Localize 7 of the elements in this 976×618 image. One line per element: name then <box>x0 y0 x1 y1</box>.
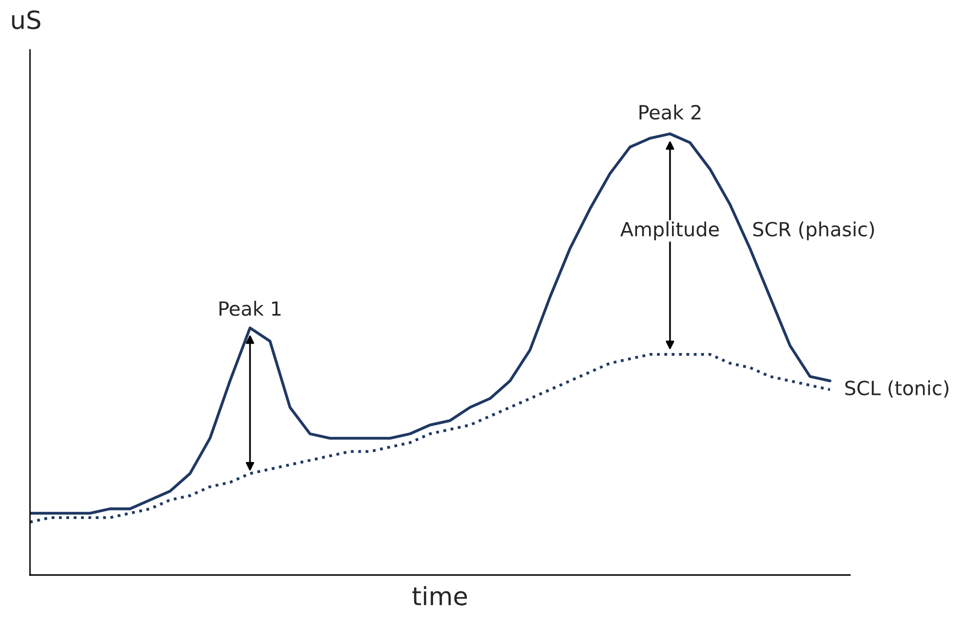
annotation: Amplitude <box>620 221 719 240</box>
series-label: SCL (tonic) <box>845 380 948 398</box>
annotation: Peak 1 <box>220 300 281 316</box>
x-axis-title: time <box>412 586 467 606</box>
series-label: SCR (phasic) <box>753 221 874 240</box>
y-axis-title: uS <box>12 10 40 30</box>
text: Peak 2 <box>640 104 700 120</box>
